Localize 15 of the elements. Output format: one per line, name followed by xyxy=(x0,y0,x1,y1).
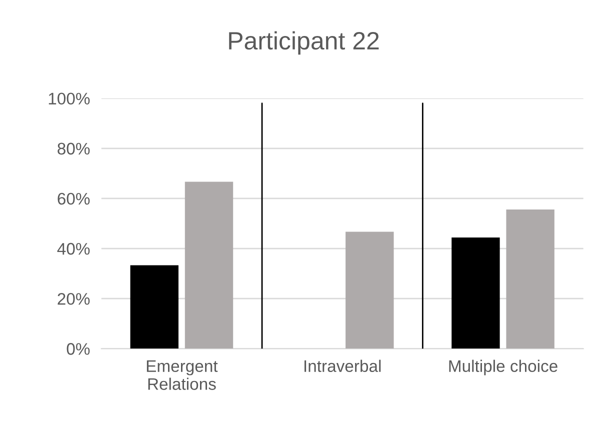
x-tick-label: Emergent Relations xyxy=(146,360,218,390)
chart-title: Participant 22 xyxy=(229,31,379,55)
bar xyxy=(130,265,178,349)
y-tick-label: 20% xyxy=(58,292,90,305)
bar xyxy=(184,182,234,349)
bar xyxy=(346,232,394,349)
bar xyxy=(506,209,554,349)
y-tick-label: 100% xyxy=(48,92,90,105)
y-tick-label: 80% xyxy=(58,142,90,155)
y-tick-label: 0% xyxy=(66,343,90,355)
x-tick-label: Intraverbal xyxy=(304,360,381,372)
y-tick-label: 60% xyxy=(58,192,90,205)
y-tick-label: 40% xyxy=(57,242,90,255)
x-tick-label: Multiple choice xyxy=(449,360,558,376)
bar xyxy=(452,238,500,349)
